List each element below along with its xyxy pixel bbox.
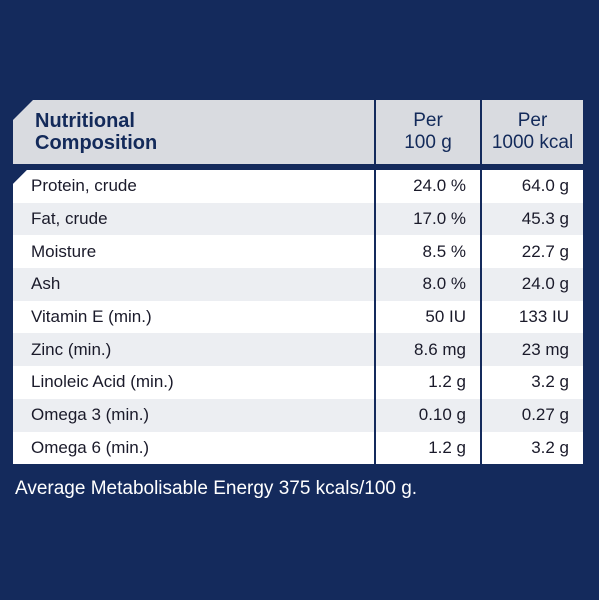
row-value-per-100g: 24.0 % — [376, 170, 480, 203]
column-divider — [374, 170, 376, 203]
row-value-per-100g: 17.0 % — [376, 202, 480, 236]
header-col2-line1: Per — [517, 110, 548, 131]
table-header: Nutritional Composition Per 100 g Per 10… — [13, 100, 583, 164]
row-value-per-1000kcal: 24.0 g — [482, 268, 583, 301]
table-row: Ash 8.0 % 24.0 g — [13, 268, 583, 301]
column-divider — [374, 100, 376, 164]
energy-footnote: Average Metabolisable Energy 375 kcals/1… — [15, 478, 418, 499]
row-label: Omega 3 (min.) — [13, 398, 374, 432]
column-divider — [374, 268, 376, 301]
column-divider — [374, 235, 376, 269]
column-divider — [480, 268, 482, 301]
row-label: Linoleic Acid (min.) — [13, 366, 374, 399]
header-label-line2: Composition — [35, 132, 158, 154]
row-label: Fat, crude — [13, 202, 374, 236]
table-row: Moisture 8.5 % 22.7 g — [13, 235, 583, 269]
column-divider — [374, 366, 376, 399]
column-divider — [480, 170, 482, 203]
header-per-1000kcal: Per 1000 kcal — [482, 100, 583, 164]
row-value-per-1000kcal: 45.3 g — [482, 202, 583, 236]
row-label: Omega 6 (min.) — [13, 431, 374, 465]
row-value-per-100g: 8.6 mg — [376, 333, 480, 367]
table-row: Omega 3 (min.) 0.10 g 0.27 g — [13, 398, 583, 432]
row-value-per-1000kcal: 23 mg — [482, 333, 583, 367]
row-value-per-1000kcal: 133 IU — [482, 300, 583, 334]
row-value-per-100g: 8.0 % — [376, 268, 480, 301]
row-label: Ash — [13, 268, 374, 301]
table-body: Protein, crude 24.0 % 64.0 g Fat, crude … — [13, 170, 583, 465]
column-divider — [480, 333, 482, 367]
header-nutritional-composition: Nutritional Composition — [13, 100, 374, 164]
row-value-per-100g: 1.2 g — [376, 366, 480, 399]
table-row: Zinc (min.) 8.6 mg 23 mg — [13, 333, 583, 367]
table-row: Linoleic Acid (min.) 1.2 g 3.2 g — [13, 366, 583, 399]
table-row: Protein, crude 24.0 % 64.0 g — [13, 170, 583, 203]
column-divider — [374, 431, 376, 465]
column-divider — [480, 235, 482, 269]
header-col1-line2: 100 g — [404, 132, 452, 153]
row-value-per-1000kcal: 22.7 g — [482, 235, 583, 269]
column-divider — [374, 333, 376, 367]
column-divider — [480, 398, 482, 432]
row-value-per-100g: 1.2 g — [376, 431, 480, 465]
row-value-per-1000kcal: 3.2 g — [482, 431, 583, 465]
row-value-per-1000kcal: 3.2 g — [482, 366, 583, 399]
header-col1-line1: Per — [413, 110, 443, 131]
row-label: Vitamin E (min.) — [13, 300, 374, 334]
column-divider — [480, 100, 482, 164]
row-label: Protein, crude — [13, 170, 374, 203]
row-value-per-1000kcal: 0.27 g — [482, 398, 583, 432]
column-divider — [374, 300, 376, 334]
row-label: Moisture — [13, 235, 374, 269]
row-value-per-100g: 8.5 % — [376, 235, 480, 269]
table-row: Fat, crude 17.0 % 45.3 g — [13, 202, 583, 236]
table-row: Omega 6 (min.) 1.2 g 3.2 g — [13, 431, 583, 465]
row-value-per-100g: 0.10 g — [376, 398, 480, 432]
table-row: Vitamin E (min.) 50 IU 133 IU — [13, 300, 583, 334]
column-divider — [480, 202, 482, 236]
header-col2-line2: 1000 kcal — [491, 132, 574, 153]
column-divider — [374, 202, 376, 236]
column-divider — [374, 398, 376, 432]
header-per-100g: Per 100 g — [376, 100, 480, 164]
nutrition-table: Nutritional Composition Per 100 g Per 10… — [13, 100, 583, 465]
column-divider — [480, 366, 482, 399]
column-divider — [480, 300, 482, 334]
column-divider — [480, 431, 482, 465]
row-value-per-100g: 50 IU — [376, 300, 480, 334]
row-value-per-1000kcal: 64.0 g — [482, 170, 583, 203]
header-label-line1: Nutritional — [35, 110, 135, 132]
header-divider — [13, 164, 583, 170]
row-label: Zinc (min.) — [13, 333, 374, 367]
